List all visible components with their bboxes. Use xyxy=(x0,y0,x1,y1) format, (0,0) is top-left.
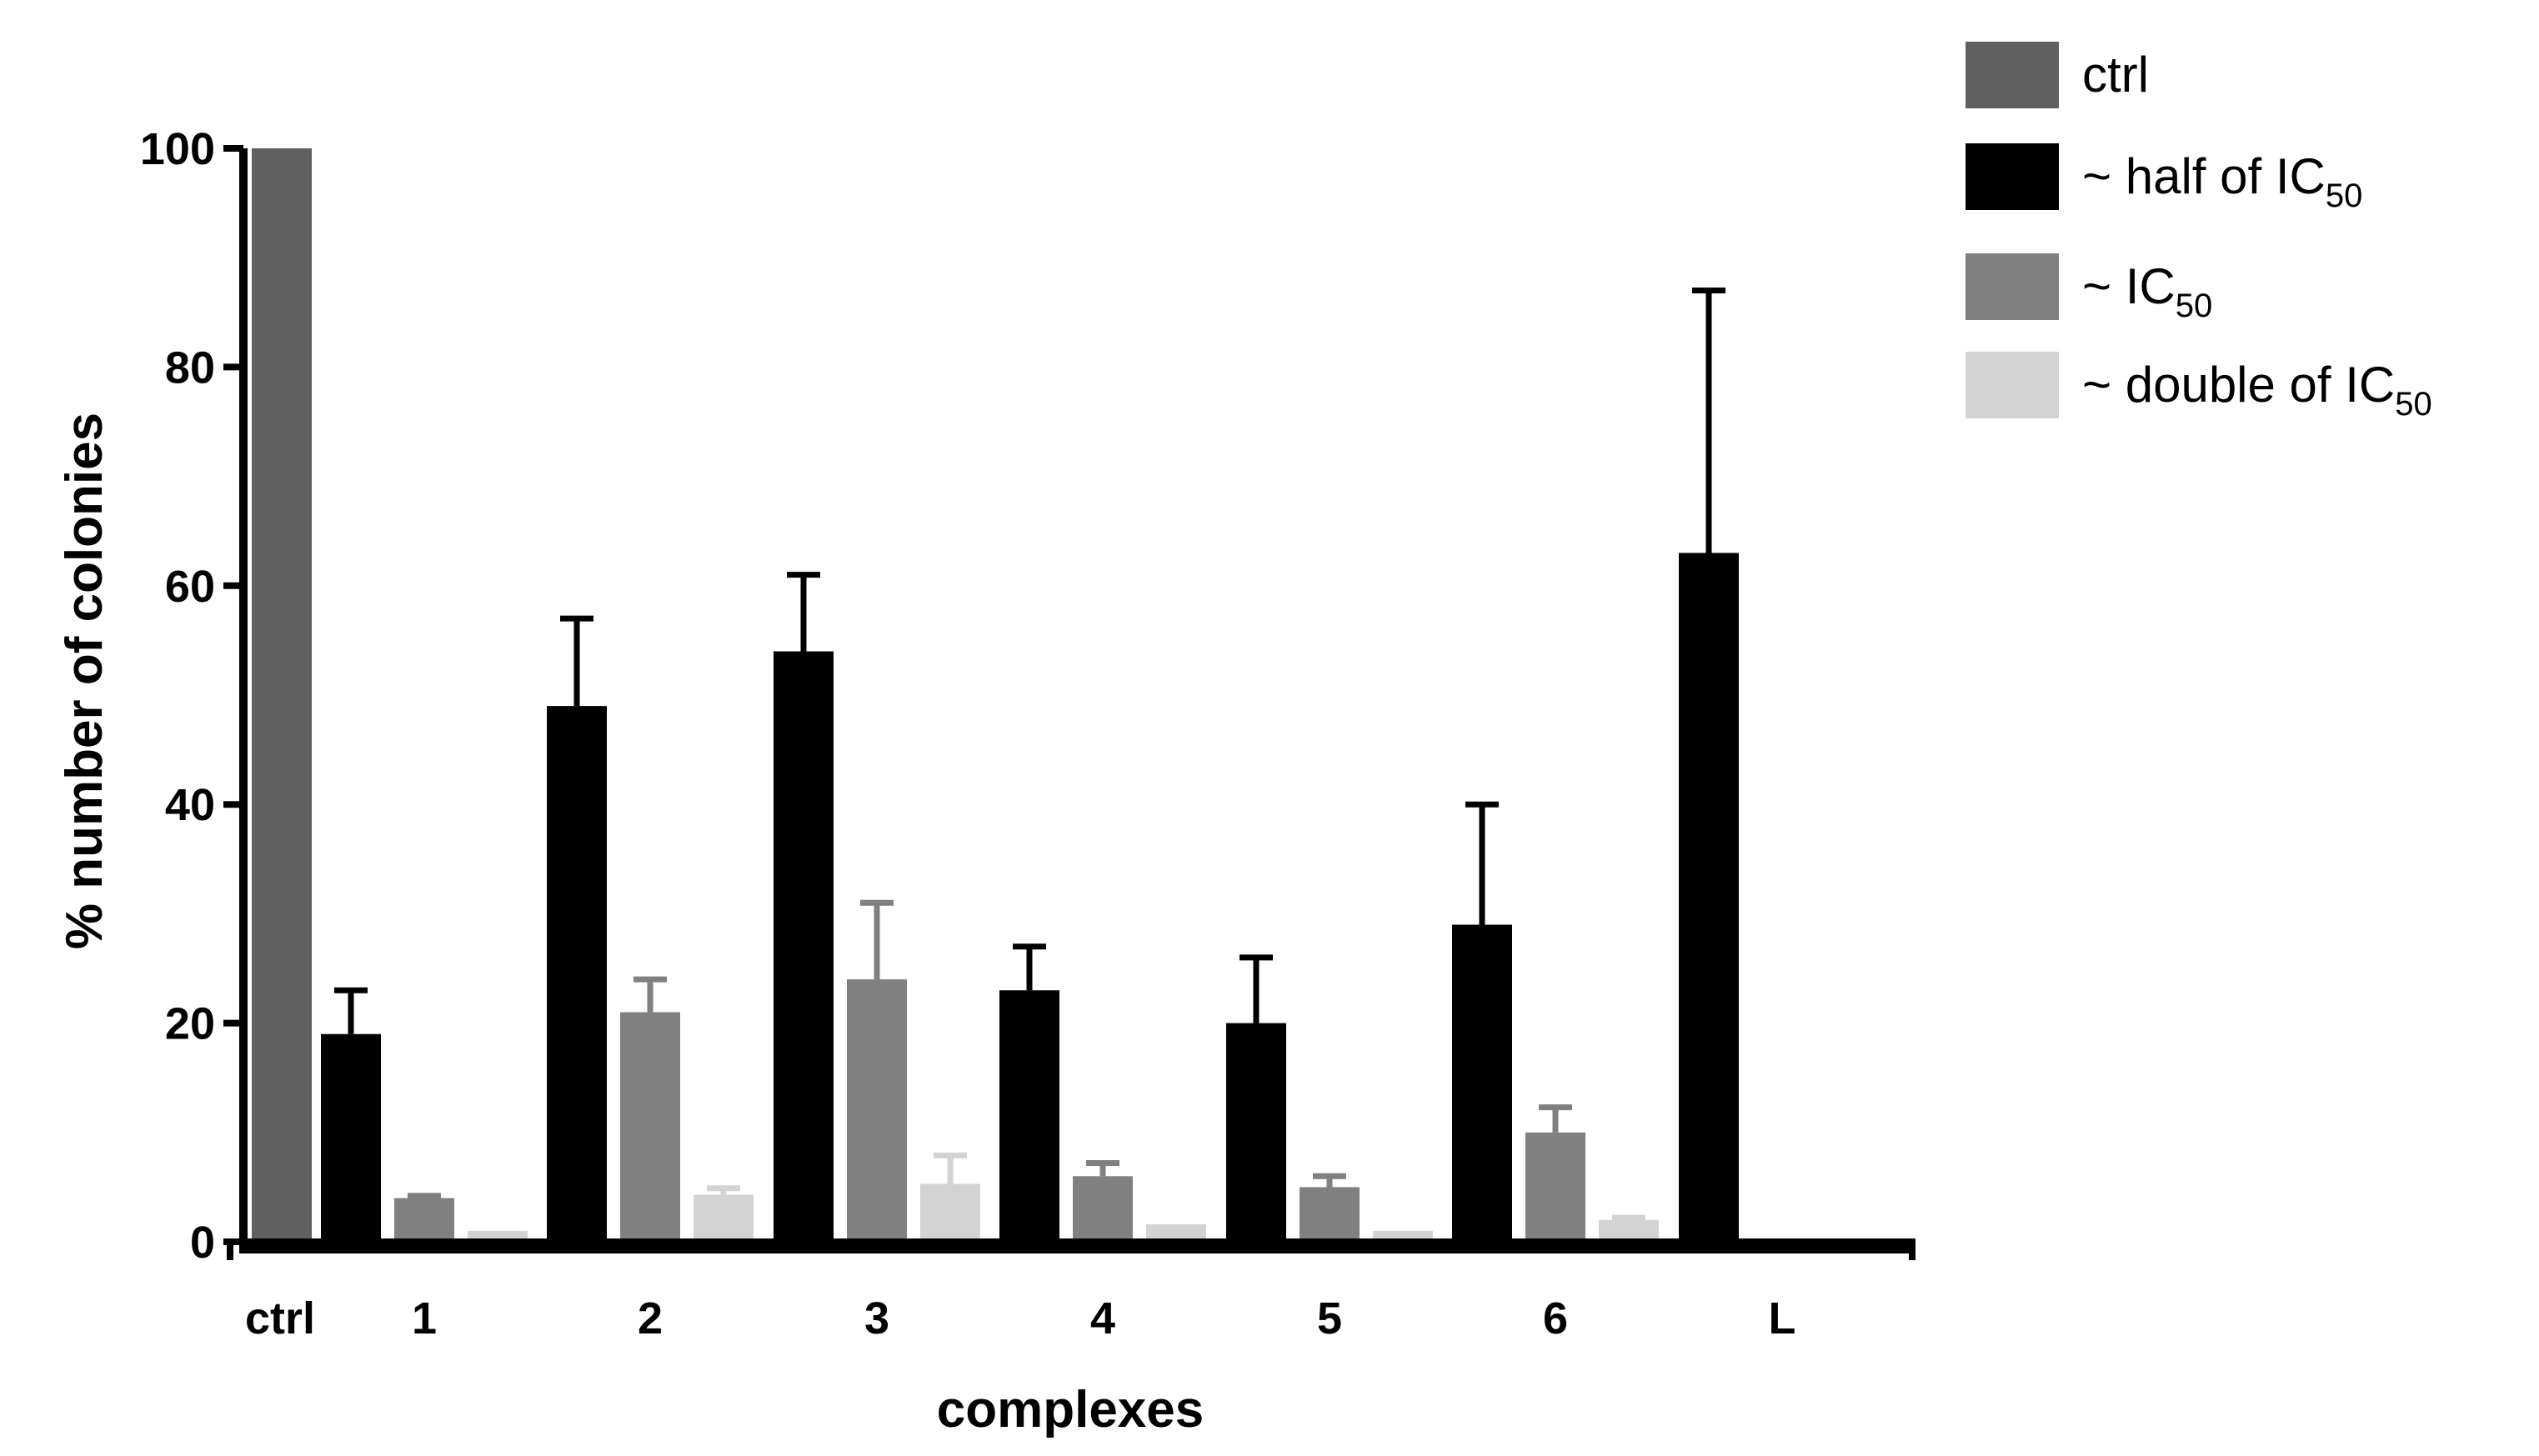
bar-4-series-1 xyxy=(999,990,1059,1242)
bar-L-series-1 xyxy=(1679,553,1739,1242)
legend-label-main-2: ~ IC xyxy=(2082,258,2176,314)
legend-label-main-0: ctrl xyxy=(2082,47,2149,103)
legend-label-main-3: ~ double of IC xyxy=(2082,357,2395,413)
x-tick-label-4: 4 xyxy=(1090,1293,1115,1343)
legend-label-1: ~ half of IC50 xyxy=(2082,148,2362,214)
bar-ctrl-series-0 xyxy=(252,148,312,1242)
x-tick-label-1: 1 xyxy=(412,1293,437,1343)
y-tick-label-60: 60 xyxy=(165,562,215,612)
y-tick-label-100: 100 xyxy=(140,124,215,174)
legend-swatch-3 xyxy=(1966,352,2059,418)
legend: ctrl~ half of IC50~ IC50~ double of IC50 xyxy=(1966,42,2432,423)
bar-3-series-2 xyxy=(847,979,907,1242)
bar-5-series-1 xyxy=(1226,1023,1286,1242)
x-tick-label-L: L xyxy=(1769,1293,1796,1343)
bar-4-series-3 xyxy=(1146,1224,1206,1242)
x-tick-label-6: 6 xyxy=(1543,1293,1568,1343)
bar-6-series-1 xyxy=(1452,924,1512,1242)
y-tick-label-80: 80 xyxy=(165,343,215,393)
bar-3-series-1 xyxy=(774,651,834,1242)
x-axis-title: complexes xyxy=(937,1381,1204,1438)
x-tick-label-2: 2 xyxy=(638,1293,663,1343)
x-tick-label-5: 5 xyxy=(1317,1293,1342,1343)
legend-swatch-0 xyxy=(1966,42,2059,108)
legend-label-subscript-2: 50 xyxy=(2176,288,2213,324)
axes-layer: 0 20 40 60 80 100 ctrl 1 2 3 4 5 6 L xyxy=(140,124,1916,1343)
bar-2-series-1 xyxy=(547,706,607,1242)
y-tick-label-40: 40 xyxy=(165,780,215,830)
legend-swatch-2 xyxy=(1966,253,2059,320)
bar-5-series-2 xyxy=(1300,1187,1360,1242)
bar-6-series-2 xyxy=(1525,1132,1585,1242)
bars-layer xyxy=(252,148,1739,1242)
bar-4-series-2 xyxy=(1073,1176,1133,1242)
bar-1-series-2 xyxy=(394,1198,454,1242)
x-tick-label-3: 3 xyxy=(864,1293,889,1343)
legend-label-subscript-1: 50 xyxy=(2326,178,2363,214)
bar-6-series-3 xyxy=(1599,1219,1659,1242)
legend-label-3: ~ double of IC50 xyxy=(2082,357,2432,423)
legend-label-main-1: ~ half of IC xyxy=(2082,148,2326,204)
x-tick-label-ctrl: ctrl xyxy=(245,1293,315,1343)
bar-2-series-3 xyxy=(694,1194,754,1242)
legend-label-0: ctrl xyxy=(2082,47,2149,103)
y-tick-label-20: 20 xyxy=(165,999,215,1049)
y-tick-label-0: 0 xyxy=(190,1218,215,1268)
legend-label-2: ~ IC50 xyxy=(2082,258,2212,324)
legend-label-subscript-3: 50 xyxy=(2395,386,2432,423)
y-axis-title: % number of colonies xyxy=(56,413,113,949)
bar-1-series-1 xyxy=(321,1033,381,1242)
legend-swatch-1 xyxy=(1966,143,2059,210)
bar-2-series-2 xyxy=(620,1012,680,1242)
bar-3-series-3 xyxy=(920,1183,980,1242)
